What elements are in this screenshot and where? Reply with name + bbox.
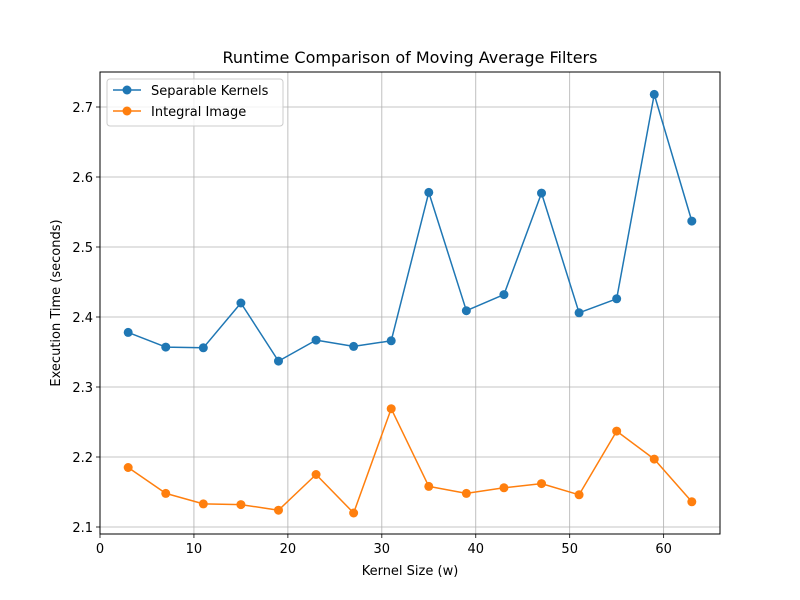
data-point-integral-image xyxy=(273,505,283,515)
line-separable-kernels xyxy=(127,93,693,362)
data-point-separable-kernels xyxy=(612,294,622,304)
data-point-separable-kernels xyxy=(311,335,321,345)
series-integral-image xyxy=(123,404,697,518)
data-point-separable-kernels xyxy=(537,188,547,198)
data-point-separable-kernels xyxy=(574,308,584,318)
data-point-integral-image xyxy=(537,479,547,489)
series-separable-kernels xyxy=(123,89,697,366)
x-tick-label: 60 xyxy=(655,542,672,557)
y-tick-label: 2.2 xyxy=(72,451,93,466)
x-tick-label: 0 xyxy=(96,542,104,557)
x-tick-label: 10 xyxy=(186,542,203,557)
data-point-integral-image xyxy=(123,463,133,472)
data-point-separable-kernels xyxy=(236,298,246,308)
data-point-separable-kernels xyxy=(386,336,396,346)
chart-title: Runtime Comparison of Moving Average Fil… xyxy=(223,48,598,67)
line-integral-image xyxy=(127,407,693,514)
x-tick-label: 20 xyxy=(280,542,297,557)
grid xyxy=(99,72,720,534)
data-point-separable-kernels xyxy=(461,306,471,316)
y-axis-label: Execution Time (seconds) xyxy=(49,219,64,386)
data-point-integral-image xyxy=(612,426,622,436)
data-point-separable-kernels xyxy=(424,187,434,197)
y-tick-label: 2.1 xyxy=(72,521,93,536)
legend-marker-integral-image xyxy=(122,106,132,116)
data-point-separable-kernels xyxy=(649,89,659,99)
legend-label-separable-kernels: Separable Kernels xyxy=(151,84,269,99)
series-layer xyxy=(123,89,697,518)
data-point-integral-image xyxy=(386,404,396,414)
plot-frame xyxy=(99,71,721,535)
y-tick-label: 2.5 xyxy=(72,241,93,256)
data-point-integral-image xyxy=(424,481,434,491)
data-point-integral-image xyxy=(574,490,584,500)
x-tick-label: 50 xyxy=(561,542,578,557)
data-point-integral-image xyxy=(198,499,208,509)
data-point-separable-kernels xyxy=(499,290,509,300)
y-tick-label: 2.3 xyxy=(72,381,93,396)
data-point-separable-kernels xyxy=(349,341,359,351)
legend-label-integral-image: Integral Image xyxy=(151,105,246,120)
y-tick-label: 2.6 xyxy=(72,171,93,186)
data-point-separable-kernels xyxy=(273,356,283,366)
y-tick-label: 2.4 xyxy=(72,311,93,326)
x-tick-label: 30 xyxy=(374,542,391,557)
ticks: 0 10 20 30 40 50 60 2.1 2.2 2.3 2.4 2.5 2.6 2.7 xyxy=(72,101,672,557)
data-point-separable-kernels xyxy=(198,343,208,353)
y-tick-label: 2.7 xyxy=(72,101,93,116)
data-point-separable-kernels xyxy=(687,216,697,226)
data-point-integral-image xyxy=(161,488,171,498)
x-axis-label: Kernel Size (w) xyxy=(362,564,459,579)
data-point-integral-image xyxy=(236,500,246,510)
data-point-integral-image xyxy=(349,508,359,518)
legend: Separable Kernels Integral Image xyxy=(106,78,284,127)
data-point-separable-kernels xyxy=(161,342,171,352)
data-point-separable-kernels xyxy=(123,327,133,337)
data-point-integral-image xyxy=(499,483,509,493)
data-point-integral-image xyxy=(461,488,471,498)
legend-marker-separable-kernels xyxy=(122,85,132,95)
data-point-integral-image xyxy=(311,470,321,479)
x-tick-label: 40 xyxy=(467,542,484,557)
data-point-integral-image xyxy=(649,454,659,464)
data-point-integral-image xyxy=(687,497,697,507)
legend-box xyxy=(106,78,284,127)
